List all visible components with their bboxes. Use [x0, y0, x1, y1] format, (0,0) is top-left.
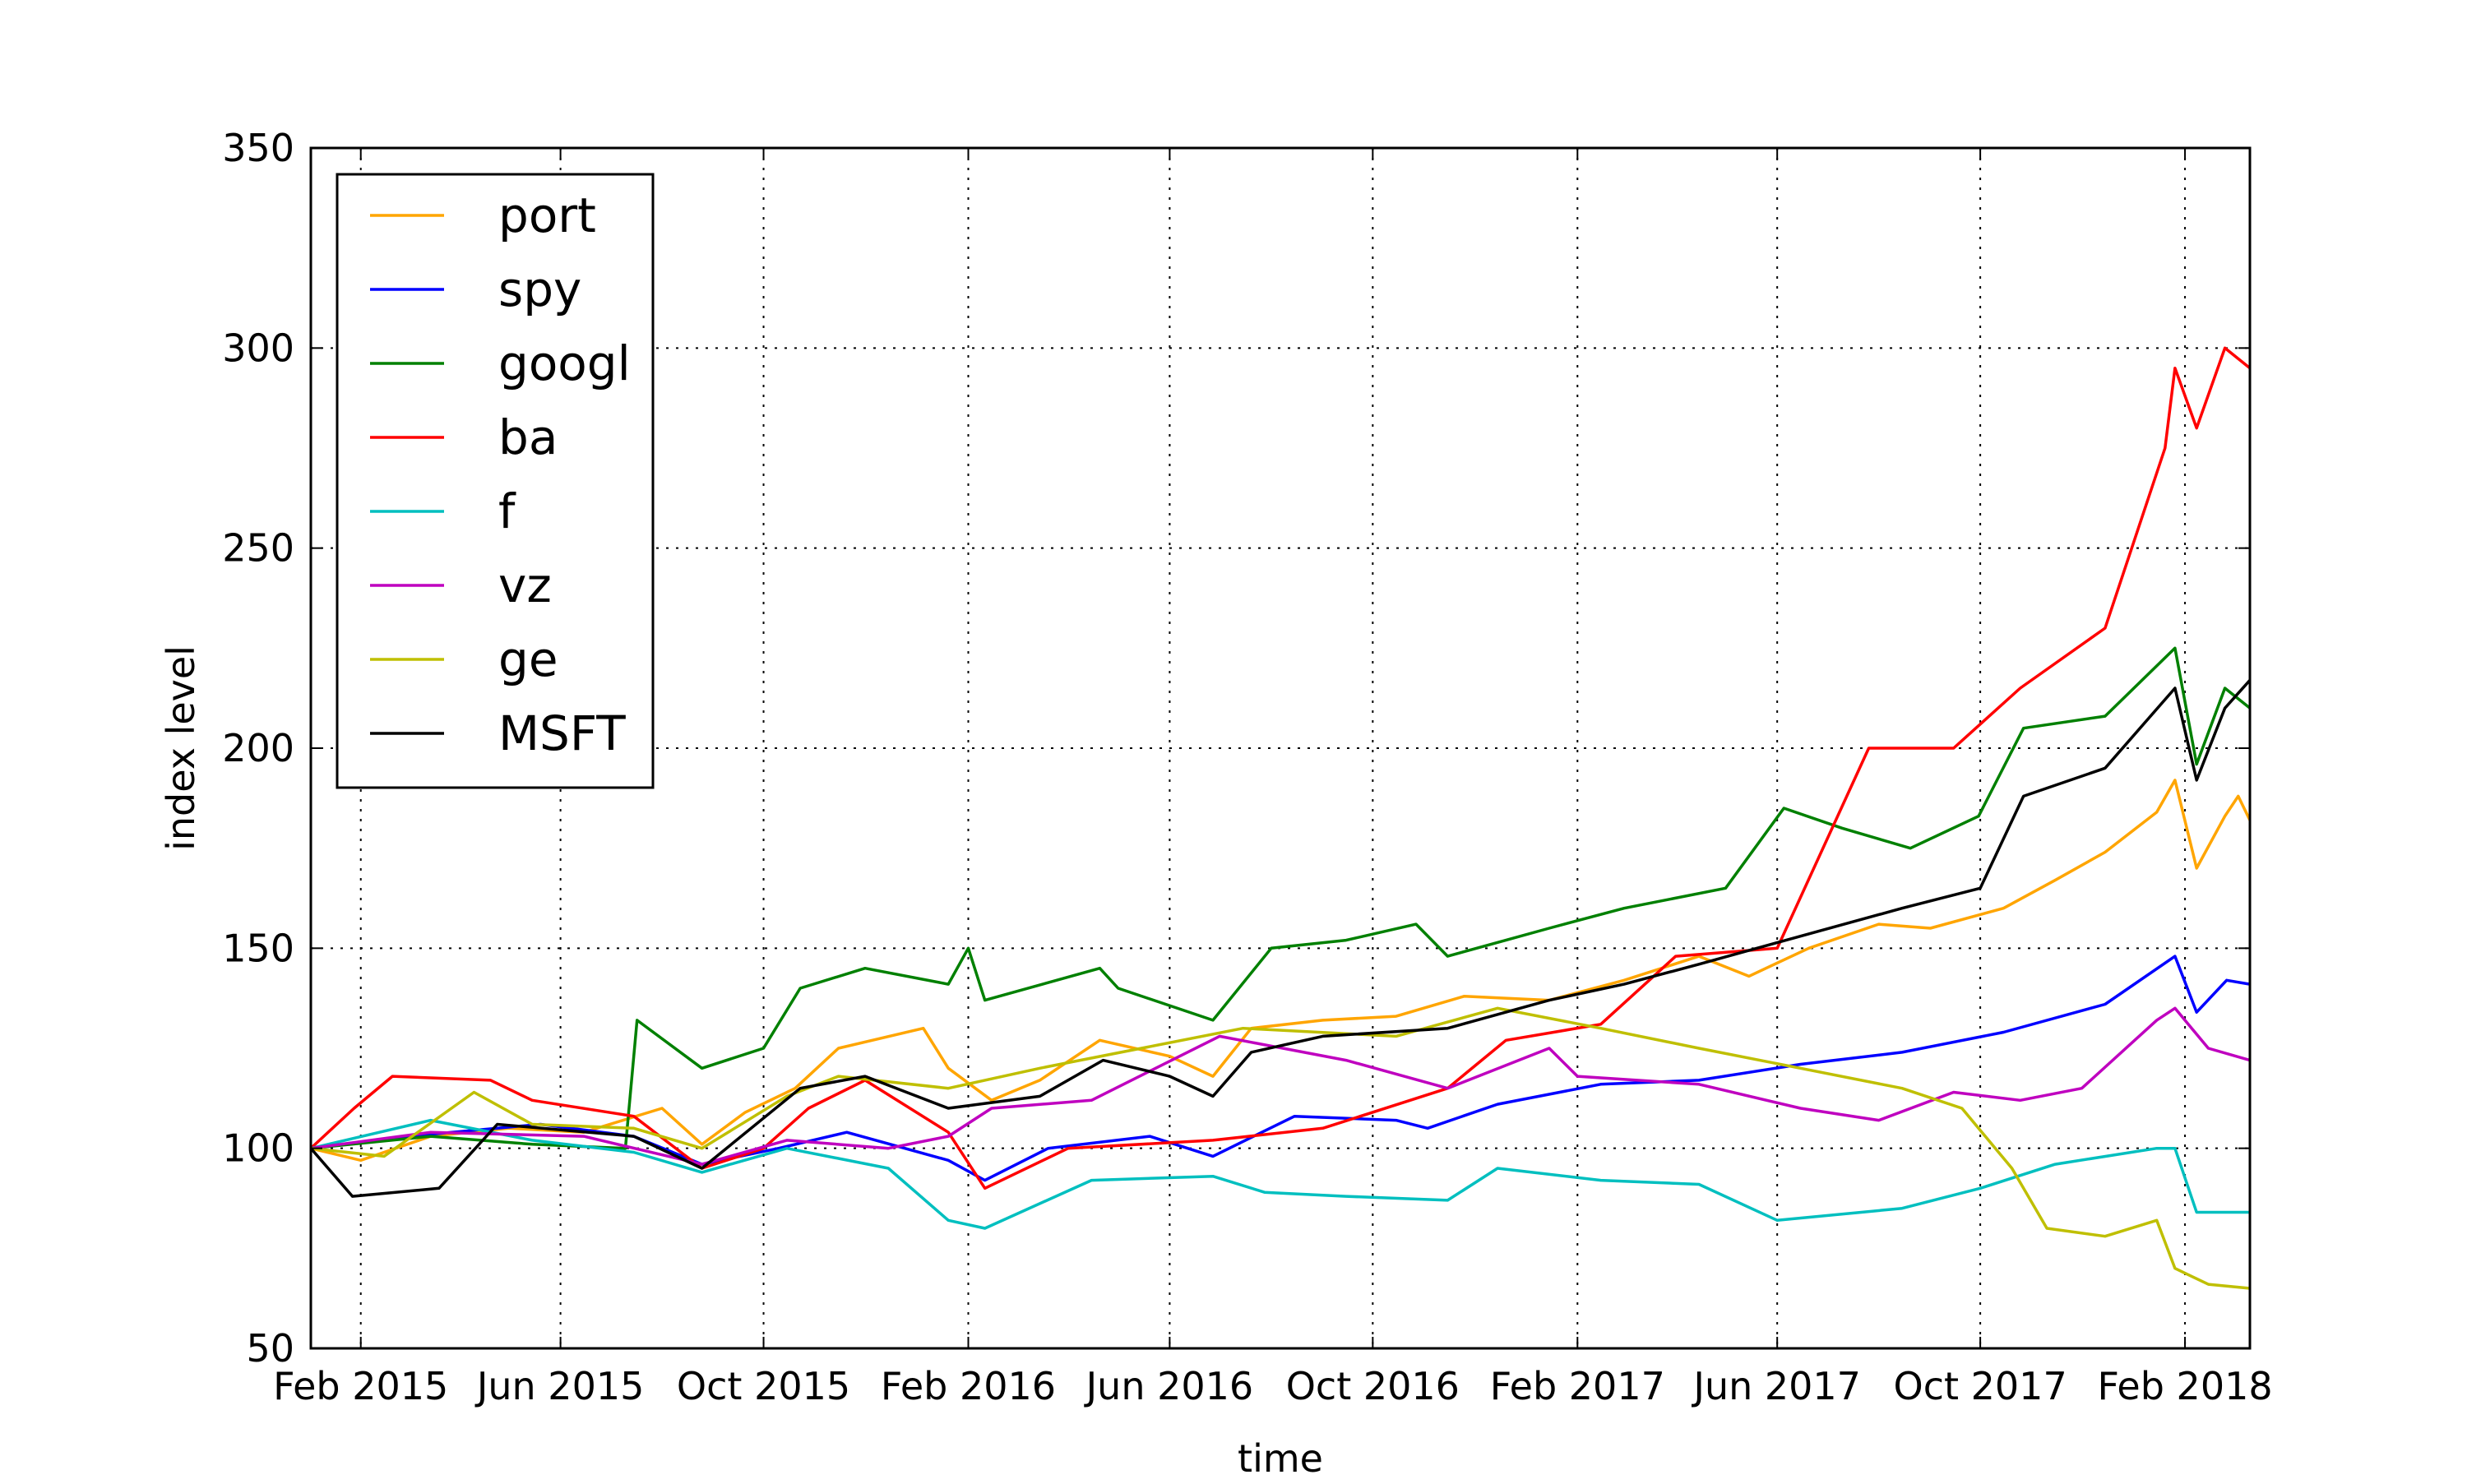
x-tick-label: Feb 2017: [1490, 1364, 1665, 1408]
legend-label-ge: ge: [498, 631, 558, 687]
x-axis: Feb 2015 Jun 2015 Oct 2015 Feb 2016 Jun 2016…: [273, 148, 2273, 1408]
x-tick-label: Feb 2015: [273, 1364, 448, 1408]
y-tick-label: 100: [222, 1126, 294, 1171]
y-axis-label: index level: [159, 645, 203, 851]
y-tick-label: 300: [222, 326, 294, 370]
x-tick-label: Jun 2016: [1084, 1364, 1254, 1408]
y-tick-label: 250: [222, 526, 294, 571]
legend: port spy googl ba f vz ge MSFT: [336, 173, 655, 789]
x-tick-label: Feb 2016: [881, 1364, 1056, 1408]
legend-label-f: f: [498, 483, 516, 539]
legend-label-msft: MSFT: [498, 705, 626, 761]
series-lines: [309, 346, 2252, 1290]
series-line-f: [310, 1118, 2250, 1230]
x-axis-label: time: [1238, 1436, 1323, 1480]
x-tick-label: Oct 2015: [677, 1364, 850, 1408]
y-tick-label: 350: [222, 126, 294, 170]
y-tick-label: 150: [222, 926, 294, 970]
series-line-ba: [309, 346, 2252, 1190]
x-tick-label: Jun 2017: [1691, 1364, 1861, 1408]
series-line-googl: [310, 646, 2252, 1150]
x-tick-label: Feb 2018: [2097, 1364, 2272, 1408]
x-tick-label: Oct 2016: [1286, 1364, 1460, 1408]
series-line-port: [310, 779, 2252, 1163]
series-line-ge: [310, 1006, 2251, 1290]
series-line-vz: [310, 1006, 2251, 1166]
series-line-msft: [309, 679, 2252, 1198]
legend-label-ba: ba: [498, 409, 558, 465]
legend-box: [336, 173, 655, 789]
legend-label-port: port: [498, 187, 596, 243]
y-axis: 50 100 150 200 250 300 350: [222, 126, 2250, 1371]
legend-label-spy: spy: [498, 261, 581, 317]
legend-label-vz: vz: [498, 557, 552, 613]
x-tick-label: Oct 2017: [1893, 1364, 2067, 1408]
y-tick-label: 200: [222, 726, 294, 770]
legend-label-googl: googl: [498, 335, 631, 391]
x-tick-label: Jun 2015: [474, 1364, 645, 1408]
y-tick-label: 50: [246, 1326, 294, 1371]
